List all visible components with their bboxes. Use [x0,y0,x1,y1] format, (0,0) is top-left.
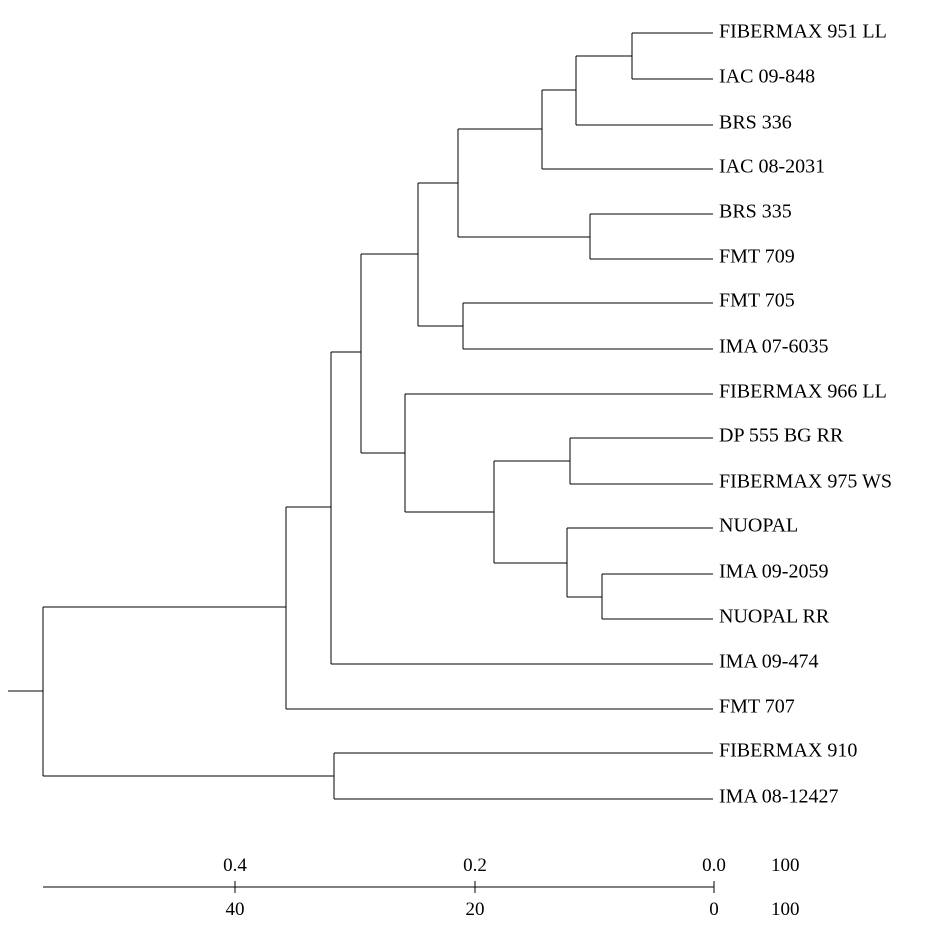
leaf-label: IMA 07-6035 [719,336,828,358]
scale-lower-tick-label: 40 [226,899,245,920]
leaf-labels: FIBERMAX 951 LL IAC 09-848 BRS 336 IAC 0… [719,21,892,808]
scale-lower-tick-label: 20 [466,899,485,920]
leaf-label: IMA 08-12427 [719,786,838,808]
leaf-label: IMA 09-474 [719,651,818,673]
leaf-label: BRS 336 [719,112,792,134]
scale-lower-tick-label: 0 [709,899,719,920]
leaf-label: FMT 707 [719,696,795,718]
leaf-label: NUOPAL [719,515,798,537]
leaf-label: FMT 705 [719,290,795,312]
scale-upper-end-label: 100 [771,855,800,876]
dendrogram-branches [8,32,713,800]
leaf-label: FIBERMAX 910 [719,740,857,762]
scale-upper-tick-label: 0.0 [702,855,726,876]
distance-scale: 0.4 0.2 0.0 100 40 20 0 100 [43,855,800,920]
leaf-label: FIBERMAX 966 LL [719,381,887,403]
leaf-label: IMA 09-2059 [719,561,828,583]
leaf-label: FMT 709 [719,246,795,268]
leaf-label: FIBERMAX 951 LL [719,21,887,43]
leaf-label: IAC 09-848 [719,66,815,88]
scale-lower-end-label: 100 [771,899,800,920]
scale-upper-tick-label: 0.4 [223,855,247,876]
scale-upper-tick-label: 0.2 [463,855,487,876]
leaf-label: IAC 08-2031 [719,156,825,178]
leaf-label: BRS 335 [719,201,792,223]
leaf-label: DP 555 BG RR [719,425,844,447]
leaf-label: FIBERMAX 975 WS [719,471,892,493]
leaf-label: NUOPAL RR [719,606,830,628]
